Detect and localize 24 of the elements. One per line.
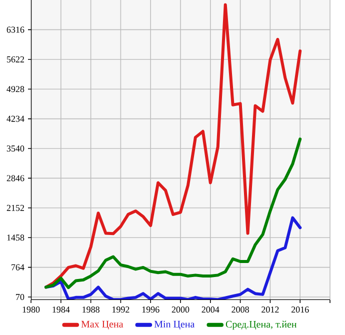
legend-label: Сред.Цена, т.йен xyxy=(226,320,297,330)
x-tick-label: 1980 xyxy=(22,306,40,313)
x-tick-label: 2008 xyxy=(232,306,249,313)
y-tick-label: 3540 xyxy=(6,145,24,152)
legend-label: Max Цена xyxy=(81,320,124,330)
x-tick-label: 2016 xyxy=(291,306,309,313)
x-tick-label: 1988 xyxy=(82,306,100,313)
legend-label: Min Цена xyxy=(154,320,195,330)
y-tick-label: 2152 xyxy=(6,204,24,211)
y-tick-label: 2846 xyxy=(6,175,24,182)
y-tick-label: 70 xyxy=(16,294,24,300)
y-tick-label: 4234 xyxy=(6,116,24,122)
y-tick-label: 764 xyxy=(12,264,24,270)
y-tick-label: 5622 xyxy=(6,56,24,62)
x-tick-label: 2012 xyxy=(262,306,279,313)
x-tick-label: 2000 xyxy=(172,306,190,313)
y-tick-label: 6316 xyxy=(6,26,24,33)
y-tick-label: 1458 xyxy=(7,234,24,241)
y-tick-label: 4928 xyxy=(6,86,24,92)
x-tick-label: 1996 xyxy=(142,306,160,313)
x-tick-label: 2004 xyxy=(202,306,220,313)
x-tick-label: 1992 xyxy=(112,306,130,313)
line-series xyxy=(44,138,302,290)
x-tick-label: 1984 xyxy=(52,306,70,313)
